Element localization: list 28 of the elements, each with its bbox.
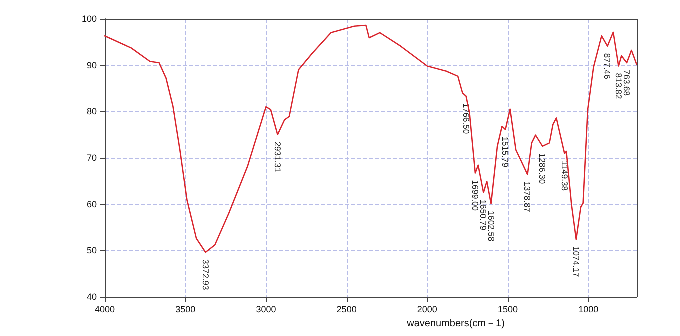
y-tick-label: 100 [82,14,97,24]
x-axis-title: wavenumbers(cm－1) [406,318,505,330]
x-tick-label: 2500 [336,304,357,314]
annotation: 1602.58 [486,210,496,242]
annotation: 2931.31 [272,142,283,173]
annotation: 3372.93 [200,260,211,291]
annotation: 1650.79 [478,200,489,231]
x-tick-label: 1500 [498,304,518,314]
annotation: 1378.87 [522,182,533,213]
x-tick-label: 2000 [417,304,438,314]
annotation: 1074.17 [571,246,582,278]
annotation: 1699.00 [470,180,480,212]
annotation: 1515.79 [500,136,511,168]
annotation: 1286.30 [538,153,548,184]
annotation: 763.68 [622,70,632,96]
y-tick-label: 50 [86,246,97,256]
y-tick-label: 90 [86,60,97,70]
x-tick-label: 1000 [578,304,599,314]
x-tick-label: 4000 [94,304,116,314]
x-tick-label: 3500 [176,304,196,314]
annotation: 1149.38 [560,160,570,192]
y-tick-label: 40 [86,292,97,302]
annotation: 813.82 [614,73,624,100]
y-tick-label: 60 [86,199,97,210]
annotation: 877.46 [602,53,613,80]
y-tick-label: 80 [86,106,97,117]
y-tick-label: 70 [86,153,97,163]
x-tick-label: 3000 [256,304,276,314]
